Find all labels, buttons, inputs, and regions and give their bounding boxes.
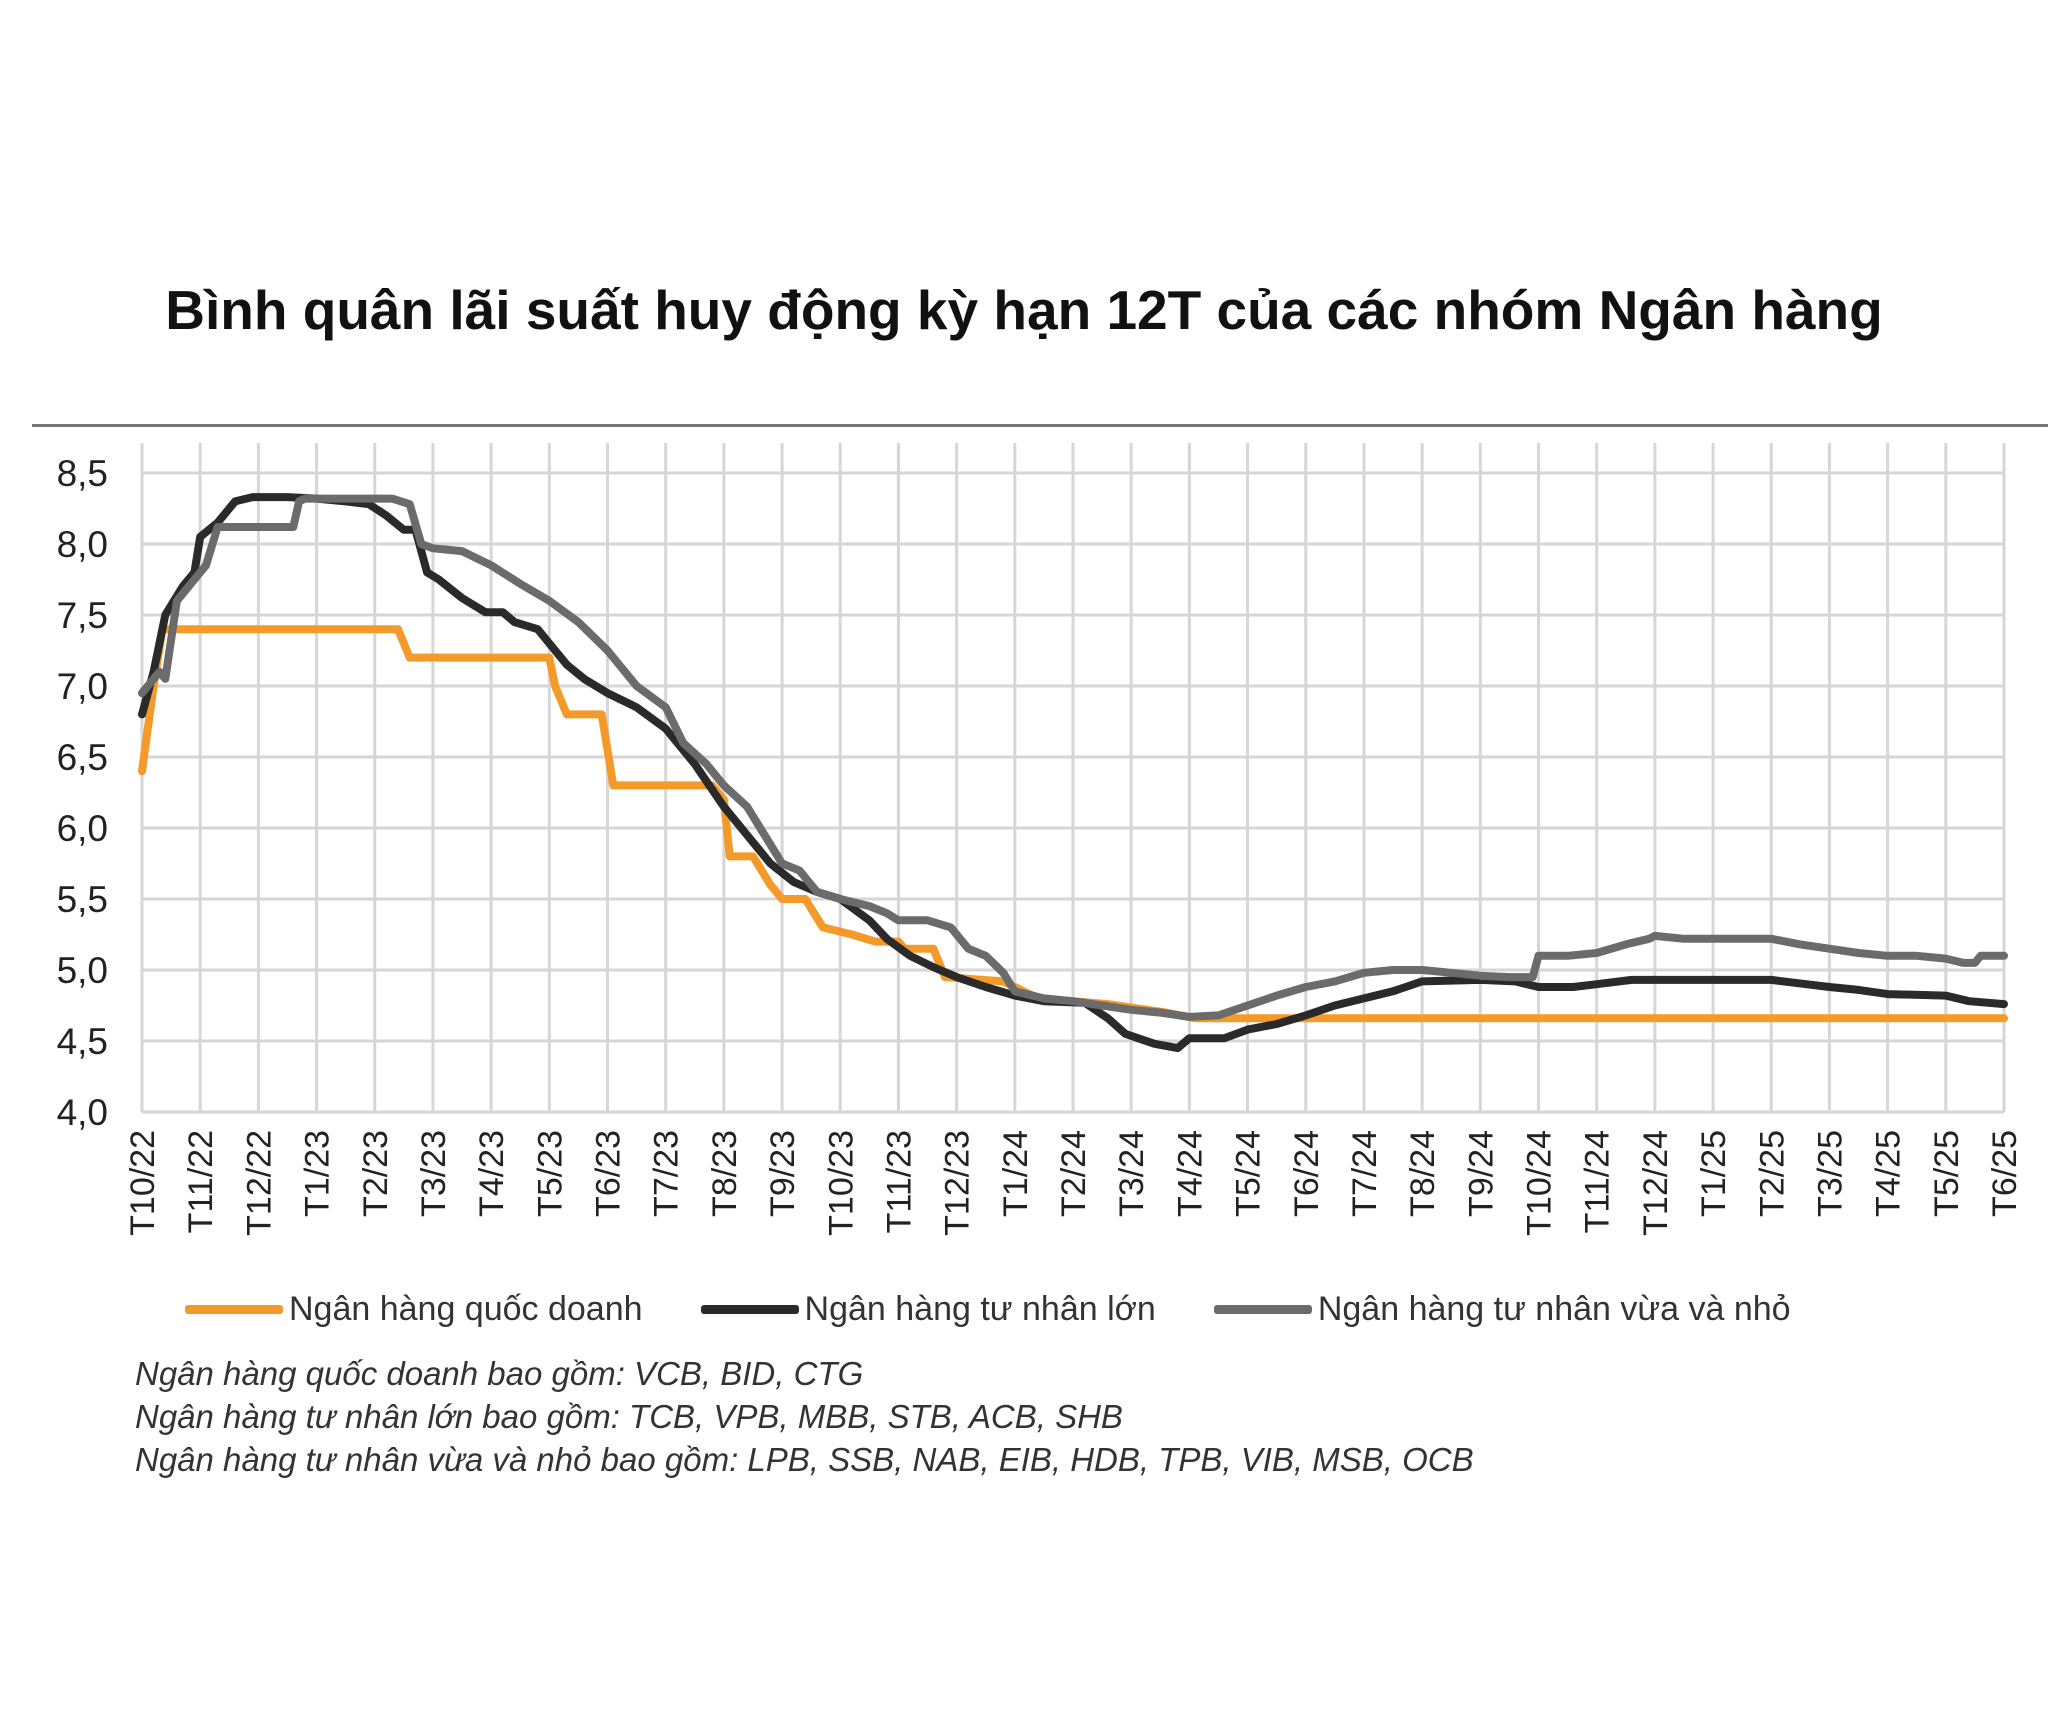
y-tick-label: 6,0	[57, 808, 108, 849]
title-divider	[32, 424, 2048, 427]
y-tick-label: 6,5	[57, 737, 108, 778]
x-tick-label: T4/25	[1870, 1130, 1908, 1217]
note-tu-nhan-vua-nho: Ngân hàng tư nhân vừa và nhỏ bao gồm: LP…	[135, 1441, 1474, 1478]
legend-label: Ngân hàng quốc doanh	[289, 1289, 643, 1328]
note-quoc-doanh: Ngân hàng quốc doanh bao gồm: VCB, BID, …	[135, 1355, 864, 1392]
x-tick-label: T2/25	[1753, 1130, 1791, 1217]
grid	[140, 443, 2006, 1114]
y-tick-label: 8,0	[57, 524, 108, 565]
y-tick-label: 4,5	[57, 1021, 108, 1062]
x-tick-label: T9/24	[1462, 1130, 1500, 1217]
series-lines	[138, 493, 2008, 1053]
y-axis-ticks: 4,0 4,5 5,0 5,5 6,0 6,5 7,0 7,5 8,0 8,5	[57, 453, 108, 1133]
chart-title: Bình quân lãi suất huy động kỳ hạn 12T c…	[165, 279, 1883, 341]
x-tick-label: T8/24	[1404, 1130, 1442, 1217]
y-tick-label: 5,5	[57, 879, 108, 920]
x-tick-label: T10/22	[124, 1130, 162, 1236]
x-tick-label: T11/23	[880, 1130, 918, 1233]
series-line-3	[138, 494, 2008, 1021]
y-tick-label: 7,0	[57, 666, 108, 707]
x-tick-label: T12/22	[240, 1130, 278, 1236]
x-tick-label: T9/23	[764, 1130, 802, 1217]
legend-item: Ngân hàng tư nhân lớn	[700, 1289, 1156, 1329]
x-tick-label: T11/22	[182, 1130, 220, 1233]
legend-swatch	[1213, 1304, 1312, 1314]
x-tick-label: T2/24	[1055, 1130, 1093, 1217]
x-tick-label: T2/23	[357, 1130, 395, 1217]
x-tick-label: T10/23	[822, 1130, 860, 1236]
x-tick-label: T1/24	[997, 1130, 1035, 1217]
x-tick-label: T12/24	[1637, 1130, 1675, 1236]
x-tick-label: T6/23	[590, 1130, 628, 1217]
x-tick-label: T4/23	[473, 1130, 511, 1217]
x-axis-ticks: T10/22 T11/22 T12/22 T1/23 T2/23 T3/23 T4/23 T5…	[124, 1130, 2024, 1236]
y-tick-label: 7,5	[57, 595, 108, 636]
y-tick-label: 4,0	[57, 1092, 108, 1133]
y-tick-label: 8,5	[57, 453, 108, 494]
x-tick-label: T10/24	[1521, 1130, 1559, 1236]
legend-swatch	[700, 1304, 799, 1314]
x-tick-label: T7/24	[1346, 1130, 1384, 1217]
line-chart: 4,0 4,5 5,0 5,5 6,0 6,5 7,0 7,5 8,0 8,5 T10/22 T11…	[57, 443, 2024, 1236]
x-tick-label: T1/23	[299, 1130, 337, 1217]
x-tick-label: T6/25	[1986, 1130, 2024, 1217]
y-tick-label: 5,0	[57, 950, 108, 991]
x-tick-label: T12/23	[939, 1130, 977, 1236]
x-tick-label: T5/23	[531, 1130, 569, 1217]
legend-label: Ngân hàng tư nhân vừa và nhỏ	[1317, 1289, 1791, 1328]
legend-item: Ngân hàng tư nhân vừa và nhỏ	[1213, 1289, 1791, 1329]
x-tick-label: T6/24	[1288, 1130, 1326, 1217]
note-tu-nhan-lon: Ngân hàng tư nhân lớn bao gồm: TCB, VPB,…	[135, 1398, 1123, 1435]
legend-label: Ngân hàng tư nhân lớn	[804, 1289, 1156, 1328]
x-tick-label: T8/23	[706, 1130, 744, 1217]
x-tick-label: T3/24	[1113, 1130, 1151, 1217]
x-tick-label: T3/23	[415, 1130, 453, 1217]
x-tick-label: T3/25	[1811, 1130, 1849, 1217]
x-tick-label: T5/24	[1230, 1130, 1268, 1217]
legend: Ngân hàng quốc doanh Ngân hàng tư nhân lớ…	[185, 1284, 1849, 1334]
legend-swatch	[185, 1304, 283, 1314]
x-tick-label: T7/23	[648, 1130, 686, 1217]
x-tick-label: T5/25	[1928, 1130, 1966, 1217]
series-line-2	[138, 493, 2008, 1053]
x-tick-label: T4/24	[1171, 1130, 1209, 1217]
footnotes: Ngân hàng quốc doanh bao gồm: VCB, BID, …	[135, 1352, 1474, 1481]
x-tick-label: T11/24	[1579, 1130, 1617, 1233]
legend-item: Ngân hàng quốc doanh	[185, 1290, 643, 1329]
x-tick-label: T1/25	[1695, 1130, 1733, 1217]
